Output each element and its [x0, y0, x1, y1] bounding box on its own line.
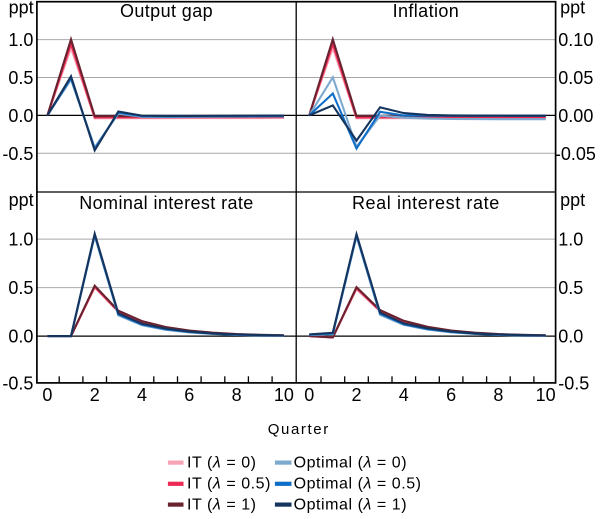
svg-text:0.0: 0.0: [8, 327, 33, 347]
svg-text:1.0: 1.0: [8, 230, 33, 250]
svg-text:0.05: 0.05: [558, 68, 593, 88]
svg-text:Output gap: Output gap: [120, 1, 213, 21]
svg-text:0.5: 0.5: [558, 278, 583, 298]
svg-text:-0.5: -0.5: [2, 373, 33, 393]
svg-text:ppt: ppt: [9, 190, 34, 210]
svg-text:0.5: 0.5: [8, 278, 33, 298]
svg-text:6: 6: [184, 385, 194, 405]
svg-text:Real interest rate: Real interest rate: [352, 193, 500, 213]
svg-text:4: 4: [399, 385, 409, 405]
svg-text:4: 4: [137, 385, 147, 405]
svg-text:IT (λ = 0.5): IT (λ = 0.5): [187, 476, 271, 493]
svg-text:-0.05: -0.05: [555, 144, 596, 164]
svg-text:0.0: 0.0: [8, 106, 33, 126]
svg-text:Optimal (λ = 0.5): Optimal (λ = 0.5): [294, 476, 422, 493]
svg-text:Optimal (λ = 0): Optimal (λ = 0): [294, 454, 408, 471]
svg-text:8: 8: [493, 385, 503, 405]
svg-text:0.0: 0.0: [558, 327, 583, 347]
svg-text:0.10: 0.10: [558, 30, 593, 50]
svg-text:2: 2: [90, 385, 100, 405]
svg-text:1.0: 1.0: [8, 30, 33, 50]
svg-text:1.0: 1.0: [558, 230, 583, 250]
svg-text:ppt: ppt: [560, 190, 585, 210]
svg-text:6: 6: [446, 385, 456, 405]
svg-text:ppt: ppt: [9, 0, 34, 18]
svg-text:IT (λ = 1): IT (λ = 1): [187, 496, 257, 513]
svg-text:0: 0: [304, 385, 314, 405]
svg-text:0: 0: [42, 385, 52, 405]
svg-text:8: 8: [232, 385, 242, 405]
svg-text:2: 2: [351, 385, 361, 405]
svg-text:Optimal (λ = 1): Optimal (λ = 1): [294, 496, 408, 513]
svg-text:0.5: 0.5: [8, 68, 33, 88]
svg-text:ppt: ppt: [560, 0, 585, 18]
svg-text:-0.5: -0.5: [558, 373, 589, 393]
svg-text:IT (λ = 0): IT (λ = 0): [187, 454, 257, 471]
svg-text:Inflation: Inflation: [393, 1, 460, 21]
svg-text:10: 10: [536, 385, 556, 405]
svg-text:Quarter: Quarter: [268, 421, 330, 438]
svg-text:Nominal interest rate: Nominal interest rate: [79, 193, 253, 213]
svg-text:0.00: 0.00: [558, 106, 593, 126]
svg-text:-0.5: -0.5: [2, 144, 33, 164]
svg-text:10: 10: [274, 385, 294, 405]
